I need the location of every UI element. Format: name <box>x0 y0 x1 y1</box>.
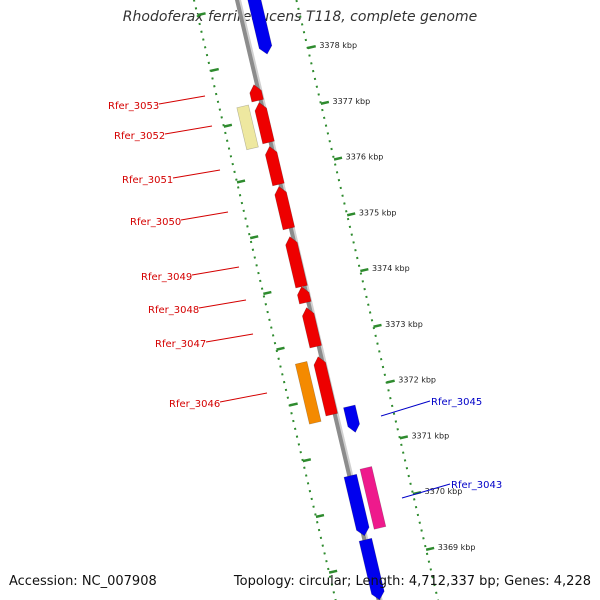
leader-line <box>380 400 431 417</box>
scale-label: 3378 kbp <box>319 41 357 50</box>
scale-label: 3376 kbp <box>346 153 384 162</box>
gene-labels: Rfer_3053 Rfer_3052 Rfer_3051 Rfer_3050 Rfer… <box>108 101 502 491</box>
scale-label: 3373 kbp <box>385 320 423 329</box>
leader-line <box>219 392 268 403</box>
tick-right <box>307 44 316 50</box>
scale-ticks: 3369 kbp 3370 kbp 3371 kbp 3372 kbp 3373 kbp… <box>197 12 476 574</box>
genes <box>236 0 387 600</box>
scale-label: 3370 kbp <box>425 487 463 496</box>
gene-label: Rfer_3043 <box>451 480 502 491</box>
gene-rfer-3052-khaki <box>236 104 259 151</box>
scale-label: 3374 kbp <box>372 264 410 273</box>
tick-right <box>360 267 369 273</box>
tick-left <box>223 123 233 128</box>
label-leaders <box>158 95 451 499</box>
scale-label: 3372 kbp <box>398 376 436 385</box>
gene-label: Rfer_3045 <box>431 397 482 408</box>
gene-rfer-3046-orange <box>294 361 322 425</box>
tick-right <box>399 435 409 440</box>
gene-rfer-3048 <box>297 286 312 305</box>
leader-line <box>158 95 206 105</box>
leader-line <box>401 483 451 499</box>
gene-label: Rfer_3046 <box>169 399 220 410</box>
gene-rfer-3047 <box>302 307 322 349</box>
gene-rfer-3052 <box>254 102 275 145</box>
leader-line <box>198 299 247 309</box>
tick-left <box>302 458 312 463</box>
tick-left <box>197 12 206 17</box>
gene-rfer-3051 <box>265 146 285 187</box>
scale-label: 3377 kbp <box>333 97 371 106</box>
scale-dots-left <box>192 0 337 600</box>
gene-blue-lower <box>343 473 370 537</box>
tick-left <box>210 67 219 73</box>
tick-left <box>263 290 272 296</box>
scale-label: 3369 kbp <box>438 543 476 552</box>
scale-label: 3375 kbp <box>359 208 397 217</box>
gene-rfer-3043 <box>359 466 387 530</box>
tick-left <box>289 402 298 407</box>
scale-label: 3371 kbp <box>411 431 449 440</box>
leader-line <box>180 211 229 221</box>
gene-label: Rfer_3049 <box>141 272 192 283</box>
tick-left <box>328 569 338 574</box>
genome-stats-text: Topology: circular; Length: 4,712,337 bp… <box>233 574 591 589</box>
accession-text: Accession: NC_007908 <box>9 574 157 589</box>
scale-dots <box>192 0 440 600</box>
gene-label: Rfer_3047 <box>155 339 206 350</box>
tick-right <box>373 323 382 328</box>
gene-rfer-3049 <box>285 236 308 289</box>
gene-rfer-3050 <box>274 186 296 231</box>
tick-left <box>315 513 325 519</box>
tick-right <box>386 379 395 384</box>
leader-line <box>205 333 254 343</box>
gene-label: Rfer_3051 <box>122 175 173 186</box>
leader-line <box>172 169 221 179</box>
tick-right <box>346 212 356 217</box>
leader-line <box>191 266 240 276</box>
leader-line <box>164 125 213 135</box>
gene-label: Rfer_3050 <box>130 217 181 228</box>
tick-right <box>333 156 343 161</box>
gene-label: Rfer_3048 <box>148 305 199 316</box>
gene-blue-bottom <box>358 537 385 600</box>
tick-left <box>236 179 246 184</box>
tick-left <box>249 235 259 240</box>
tick-right <box>425 546 435 551</box>
gene-label: Rfer_3053 <box>108 101 159 112</box>
gene-label: Rfer_3052 <box>114 131 165 142</box>
gene-rfer-3053 <box>249 84 264 103</box>
gene-rfer-3046-red <box>313 356 338 417</box>
tick-left <box>276 346 285 351</box>
gene-rfer-3045 <box>343 404 360 433</box>
tick-right <box>320 100 330 105</box>
gene-blue-top <box>247 0 273 55</box>
